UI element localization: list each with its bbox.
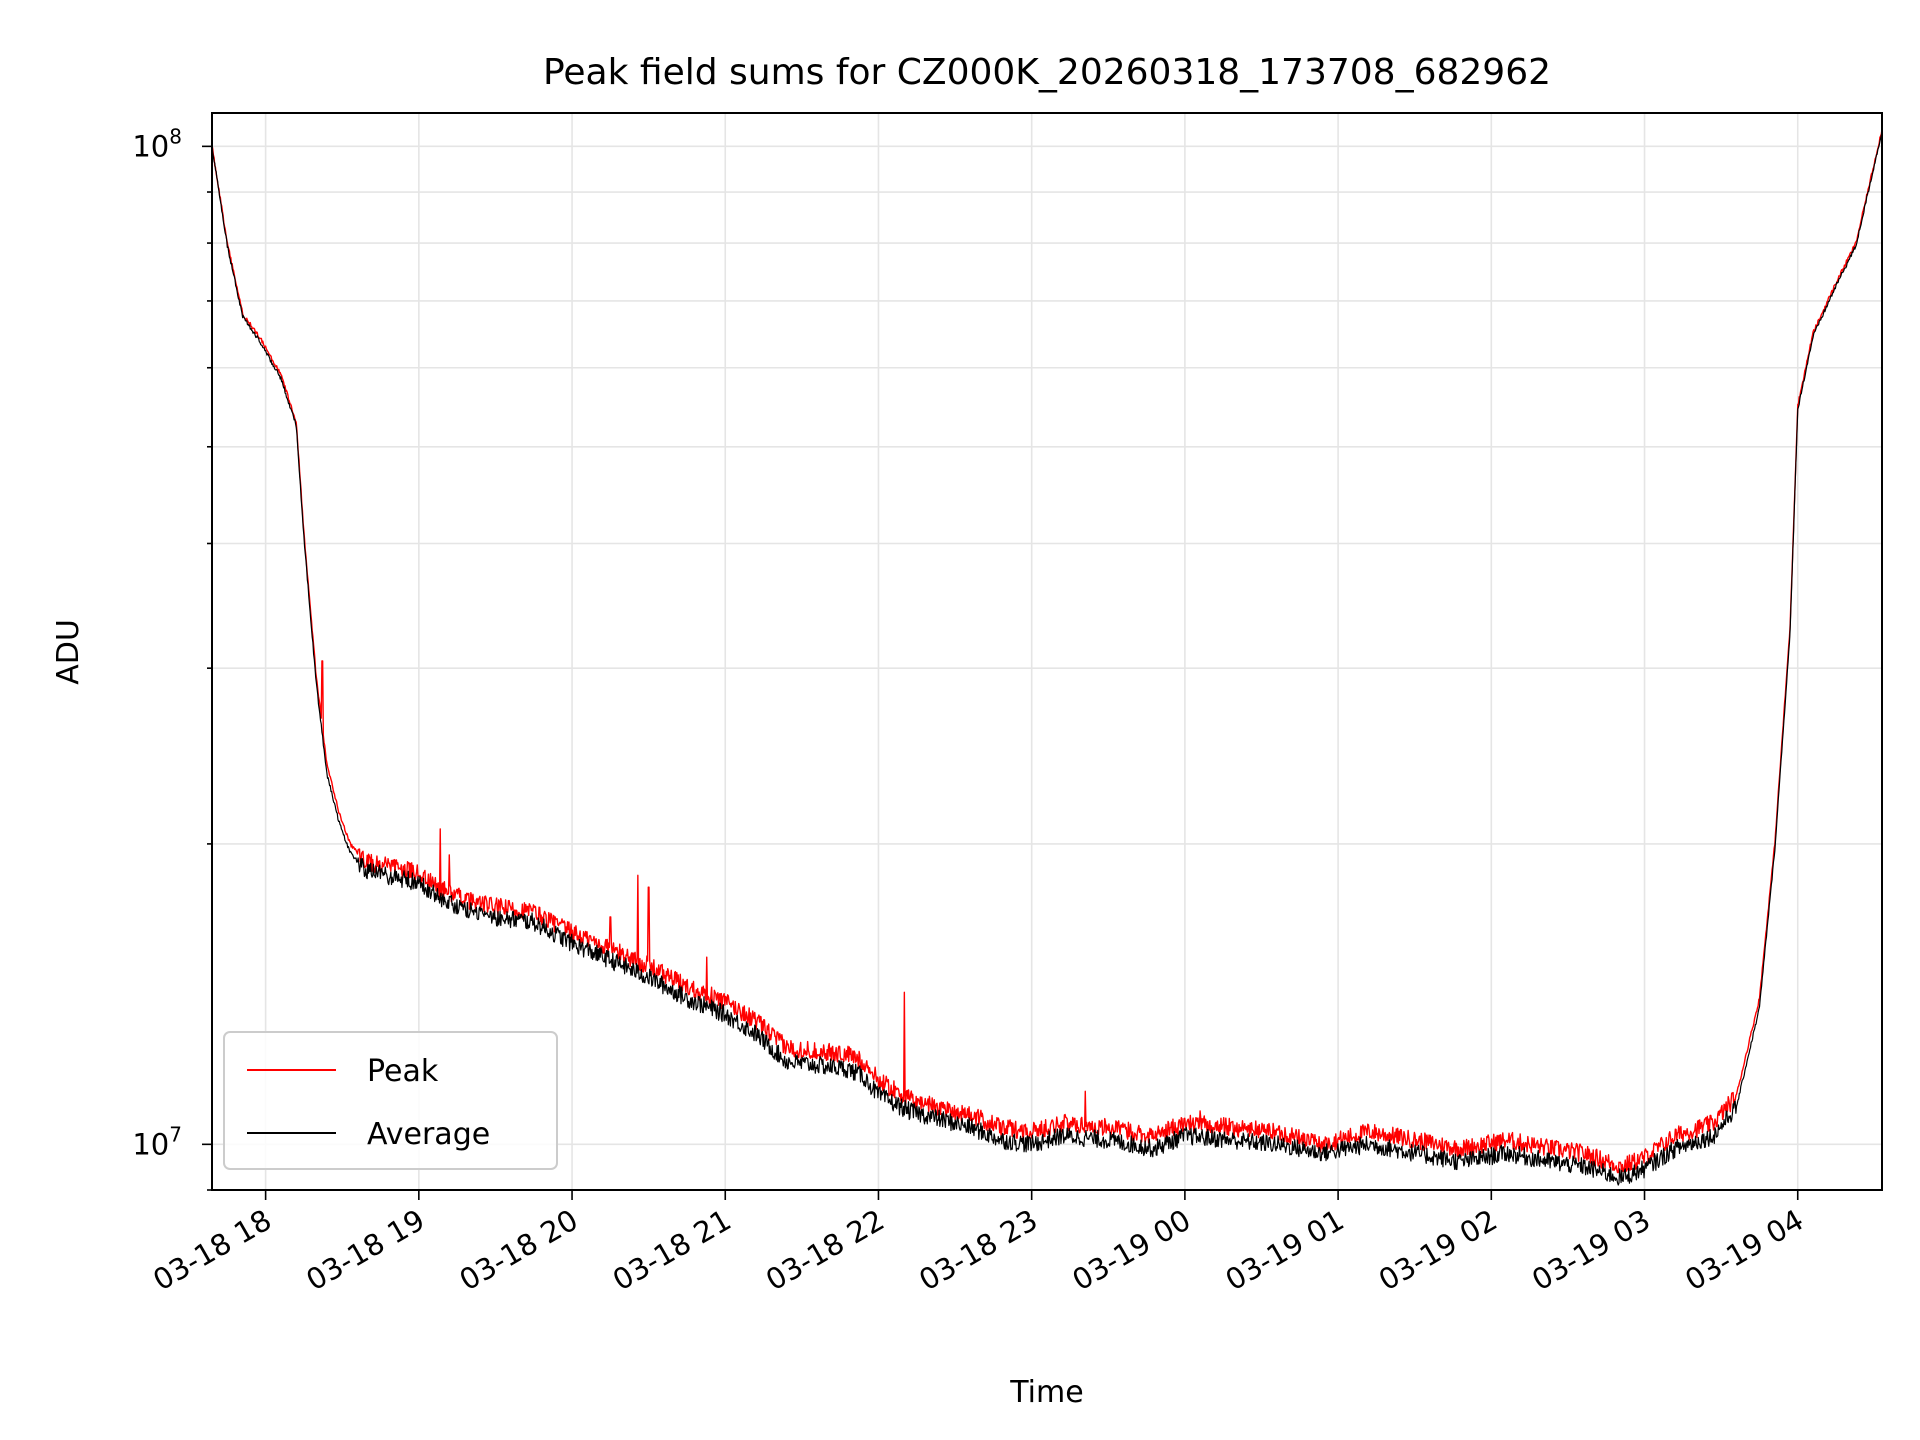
series-line-peak bbox=[212, 128, 1882, 1174]
plot-frame bbox=[211, 112, 1883, 1191]
grid bbox=[212, 113, 1882, 1191]
legend-box bbox=[223, 1031, 558, 1170]
y-axis-label: ADU bbox=[51, 619, 86, 685]
x-axis-label: Time bbox=[1009, 1375, 1083, 1410]
y-tick-base: 10 bbox=[132, 129, 169, 163]
series-layer bbox=[212, 128, 1882, 1186]
legend-average-label: Average bbox=[367, 1117, 490, 1152]
series-line-average bbox=[212, 132, 1882, 1186]
legend-peak-label: Peak bbox=[367, 1054, 439, 1089]
chart-title: Peak field sums for CZ000K_20260318_1737… bbox=[543, 52, 1551, 93]
y-tick-base: 10 bbox=[132, 1127, 169, 1161]
y-tick-exponent: 8 bbox=[169, 124, 182, 148]
y-tick-label: 107 bbox=[132, 1122, 182, 1161]
y-tick-label: 108 bbox=[132, 124, 182, 163]
legend: Peak Average bbox=[223, 1031, 558, 1170]
y-tick-exponent: 7 bbox=[169, 1122, 182, 1146]
